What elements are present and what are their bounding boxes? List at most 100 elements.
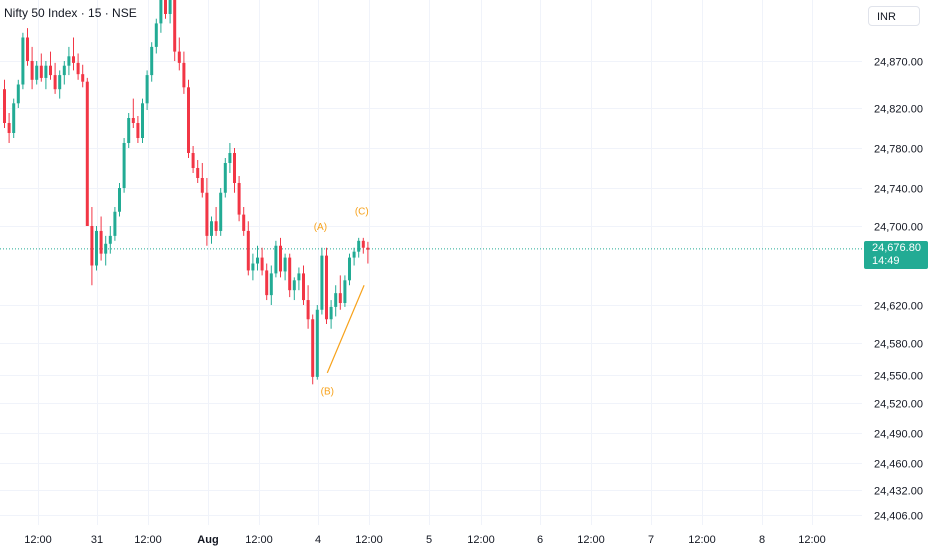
candle-body xyxy=(205,192,209,236)
price-tick-label: 24,490.00 xyxy=(874,429,923,441)
price-tick-label: 24,780.00 xyxy=(874,144,923,156)
candle-body xyxy=(233,153,236,183)
time-tick-label: 8 xyxy=(759,534,765,546)
candle-body xyxy=(334,293,338,307)
time-tick-label: 4 xyxy=(315,534,321,546)
candle-body xyxy=(90,226,94,266)
candle-body xyxy=(177,51,181,63)
candle-body xyxy=(44,65,48,78)
wave-label: (C) xyxy=(355,206,369,217)
candle-body xyxy=(113,211,117,236)
candle-body xyxy=(366,247,370,250)
price-tick-label: 24,740.00 xyxy=(874,184,923,196)
candle-body xyxy=(214,221,218,231)
time-tick-label: 5 xyxy=(426,534,432,546)
last-price-tag: 24,676.80 14:49 xyxy=(864,241,928,269)
price-tick-label: 24,620.00 xyxy=(874,301,923,313)
wave-label: (A) xyxy=(314,222,327,233)
candle-body xyxy=(3,89,6,123)
time-tick-label: 12:00 xyxy=(355,534,383,546)
candle-body xyxy=(35,65,39,80)
candle-body xyxy=(39,65,43,78)
time-tick-label: 31 xyxy=(91,534,103,546)
candle-body xyxy=(72,56,75,63)
candle-body xyxy=(196,168,200,178)
candle-body xyxy=(99,230,103,254)
candle-body xyxy=(315,309,319,377)
candle-body xyxy=(329,306,333,320)
candle-body xyxy=(357,240,361,252)
price-axis[interactable]: 24,870.00 24,820.00 24,780.00 24,740.00 24,7… xyxy=(874,57,923,523)
candle-body xyxy=(7,123,11,133)
candle-body xyxy=(76,62,80,75)
price-tick-label: 24,460.00 xyxy=(874,459,923,471)
candle-body xyxy=(30,61,34,80)
candle-body xyxy=(49,65,52,76)
candle-body xyxy=(288,257,292,291)
candle-body xyxy=(81,74,85,82)
candle-body xyxy=(85,81,89,227)
price-tick-label: 24,700.00 xyxy=(874,222,923,234)
time-tick-label: 12:00 xyxy=(134,534,162,546)
candle-body xyxy=(150,46,154,76)
candle-body xyxy=(104,243,108,254)
currency-button[interactable]: INR xyxy=(868,6,920,26)
wave-label: (B) xyxy=(321,386,334,397)
candle-body xyxy=(251,263,255,271)
time-axis[interactable]: 12:00 31 12:00 Aug 12:00 4 12:00 5 12:00 6 12:00 7 1… xyxy=(24,534,826,546)
candle-body xyxy=(228,153,232,163)
candles xyxy=(3,0,370,385)
candle-body xyxy=(297,273,301,281)
candle-body xyxy=(131,118,135,123)
candle-body xyxy=(311,319,315,377)
time-tick-label: Aug xyxy=(197,534,218,546)
candle-body xyxy=(265,270,269,296)
candle-body xyxy=(164,0,167,14)
candle-body xyxy=(302,273,305,301)
candle-body xyxy=(108,235,112,244)
candle-body xyxy=(154,23,158,47)
candle-body xyxy=(338,293,342,304)
candle-body xyxy=(67,56,71,66)
candle-body xyxy=(343,280,347,304)
price-tick-label: 24,870.00 xyxy=(874,57,923,69)
candle-body xyxy=(53,75,57,90)
candle-body xyxy=(127,118,131,143)
candle-body xyxy=(191,153,195,168)
price-tick-label: 24,406.00 xyxy=(874,511,923,523)
candle-body xyxy=(62,65,66,76)
candle-body xyxy=(210,221,213,236)
candle-body xyxy=(21,37,25,85)
candle-body xyxy=(237,183,241,215)
time-tick-label: 12:00 xyxy=(688,534,716,546)
candle-body xyxy=(16,84,20,104)
candle-body xyxy=(95,230,98,266)
candle-body xyxy=(159,0,163,24)
time-tick-label: 12:00 xyxy=(577,534,605,546)
symbol-title[interactable]: Nifty 50 Index · 15 · NSE xyxy=(4,6,137,20)
candle-body xyxy=(223,163,227,193)
candle-body xyxy=(269,273,273,296)
candle-body xyxy=(246,230,250,271)
wave-annotations: (A) (B) (C) xyxy=(314,206,369,397)
time-tick-label: 12:00 xyxy=(798,534,826,546)
candle-body xyxy=(256,257,259,264)
candle-body xyxy=(361,240,365,248)
price-tick-label: 24,550.00 xyxy=(874,371,923,383)
candle-body xyxy=(182,62,186,88)
candle-body xyxy=(348,257,351,281)
candle-body xyxy=(187,87,190,153)
price-tick-label: 24,820.00 xyxy=(874,104,923,116)
candle-body xyxy=(173,0,177,52)
candle-body xyxy=(279,245,282,272)
candle-body xyxy=(274,245,278,274)
price-tick-label: 24,520.00 xyxy=(874,399,923,411)
price-tick-label: 24,580.00 xyxy=(874,339,923,351)
candle-body xyxy=(200,178,204,193)
candle-body xyxy=(283,257,287,272)
candle-body xyxy=(12,103,16,133)
candle-body xyxy=(242,214,246,231)
candle-body xyxy=(136,123,140,138)
